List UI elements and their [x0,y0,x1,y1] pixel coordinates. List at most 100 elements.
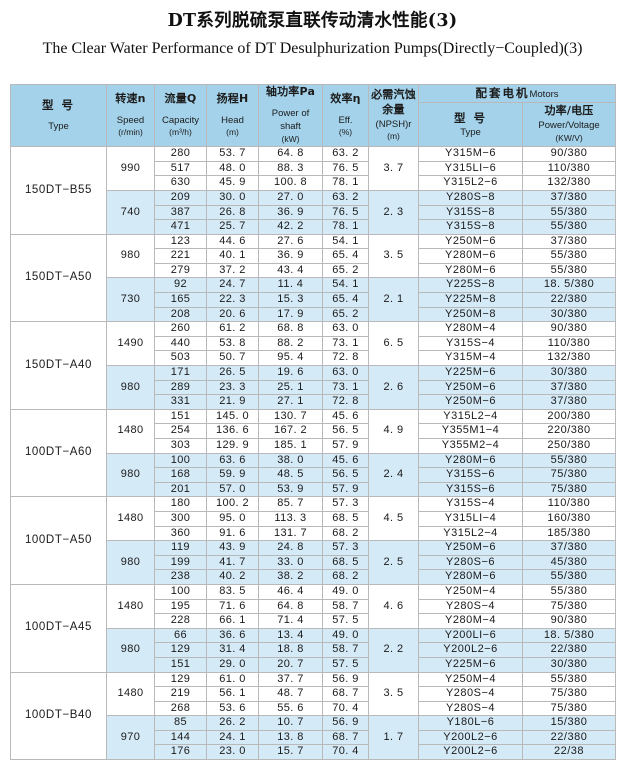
spacer [259,100,322,107]
motor-type-cell: Y315S−8 [418,219,523,235]
head-cell: 61. 0 [206,671,259,688]
performance-table: 型 号 Type 转速n Speed (r/min) 流量Q Capacity [10,83,617,761]
speed-cell: 970 [106,715,155,761]
head-cell: 63. 6 [206,452,259,469]
efficiency-cell: 57. 3 [322,540,369,556]
head-cell: 25. 7 [206,219,259,235]
head-cell: 53. 6 [206,700,259,717]
motor-type-cell: Y225M−6 [418,365,523,381]
motor-power-voltage-cell: 30/380 [521,656,617,673]
motor-power-voltage-cell: 37/380 [521,540,617,556]
capacity-cell: 195 [154,598,207,615]
capacity-cell: 471 [154,219,207,235]
efficiency-cell: 57. 5 [322,613,369,629]
head-cell: 145. 0 [206,408,259,425]
efficiency-cell: 68. 2 [322,525,369,542]
head-cell: 53. 7 [206,146,259,162]
capacity-cell: 331 [154,394,207,410]
speed-cell: 1480 [106,583,155,629]
spacer [107,107,154,114]
efficiency-cell: 58. 7 [322,642,369,658]
table-row: 150DT−B55 990 280 53. 7 64. 8 63. 2 3. 7 Y315M−… [10,146,617,235]
efficiency-cell: 63. 2 [322,189,369,206]
capacity-cell: 209 [154,189,207,206]
speed-cell: 980 [106,627,155,673]
capacity-cell: 254 [154,423,207,440]
efficiency-cell: 65. 4 [322,292,369,308]
table-row: 199 41. 7 33. 0 68. 5 Y280S−6 45/380 [11,554,617,571]
capacity-cell: 630 [154,175,207,191]
power-cell: 37. 7 [258,671,323,688]
table-row: 387 26. 8 36. 9 76. 5 Y315S−8 55/380 [11,204,617,221]
capacity-cell: 208 [154,306,207,323]
motor-type-cell: Y280M−6 [418,452,523,469]
power-cell: 64. 8 [258,598,323,615]
header-motor-pv-cn: 功率/电压 [544,104,594,118]
table-row: 331 21. 9 27. 1 72. 8 Y250M−6 37/380 [11,394,617,410]
motor-power-voltage-cell: 75/380 [521,700,617,717]
power-cell: 71. 4 [258,613,323,629]
table-row: 150DT−A40 1490 260 61. 2 68. 8 63. 0 6. 5 Y280M… [10,321,617,410]
motor-type-cell: Y225S−8 [418,277,523,294]
header-npsh-en: (NPSH)r [375,118,412,130]
motor-type-cell: Y250M−6 [418,540,523,556]
motor-power-voltage-cell: 110/380 [521,335,617,352]
table-row: 150DT−A50 980 123 44. 6 27. 6 54. 1 3. 5 Y250M−… [10,233,617,323]
table-row: 980 171 26. 5 19. 6 63. 0 2. 6 Y225M−6 30/380 [11,365,617,410]
power-cell: 18. 8 [258,642,323,658]
efficiency-cell: 72. 8 [322,394,369,410]
header-npsh-unit: (m) [387,131,400,142]
motor-power-voltage-cell: 55/380 [521,452,617,469]
power-cell: 25. 1 [258,379,323,396]
power-cell: 17. 9 [258,306,323,323]
motor-type-cell: Y200L2−6 [418,729,523,746]
motor-type-cell: Y315S−4 [418,496,523,512]
power-cell: 46. 4 [258,583,323,600]
header-row-bottom: 型 号 Type 功率/电压 Power/Voltage (KW/V) [11,101,617,148]
motor-power-voltage-cell: 55/380 [521,204,617,221]
pump-type-cell: 150DT−A40 [10,321,107,410]
efficiency-cell: 63. 2 [322,146,369,162]
table-row: 279 37. 2 43. 4 65. 2 Y280M−6 55/380 [11,262,617,279]
npsh-cell: 4. 6 [368,583,419,629]
capacity-cell: 228 [154,613,207,629]
table-row: 440 53. 8 88. 2 73. 1 Y315S−4 110/380 [11,335,617,352]
table-row: 100DT−A60 1480 151 145. 0 130. 7 45. 6 4. 9 Y31… [10,408,617,498]
header-npsh-cn-line2: 余量 [382,102,405,116]
table-row: 730 92 24. 7 11. 4 54. 1 2. 1 Y225S−8 18. 5/380 [11,277,617,323]
motor-type-cell: Y250M−6 [418,394,523,410]
motor-type-cell: Y250M−4 [418,671,523,688]
head-cell: 24. 1 [206,729,259,746]
header-capacity-unit: (m³/h) [169,127,192,138]
head-cell: 26. 8 [206,204,259,221]
motor-type-cell: Y280S−4 [418,598,523,615]
motor-type-cell: Y280S−8 [418,189,523,206]
header-power-cn: 轴功率Pa [265,84,316,98]
power-cell: 38. 2 [258,569,323,585]
motor-type-cell: Y200L2−6 [418,744,523,761]
speed-cell: 1480 [106,496,155,542]
motor-type-cell: Y250M−6 [418,379,523,396]
capacity-cell: 517 [154,160,207,177]
head-cell: 91. 6 [206,525,259,542]
speed-cell: 980 [106,365,155,410]
header-efficiency-unit: (%) [338,127,353,138]
efficiency-cell: 56. 9 [322,715,369,731]
speed-cell: 980 [106,233,155,279]
motor-type-cell: Y315LI−4 [418,510,523,527]
motor-type-cell: Y280S−4 [418,686,523,702]
efficiency-cell: 49. 0 [322,583,369,600]
spacer [207,107,258,114]
capacity-cell: 165 [154,292,207,308]
capacity-cell: 238 [154,569,207,585]
power-cell: 85. 7 [258,496,323,512]
npsh-cell: 3. 7 [368,146,419,191]
header-speed-en: Speed [116,114,145,126]
motor-type-cell: Y315M−4 [418,350,523,367]
table-row: 100DT−A45 1480 100 83. 5 46. 4 49. 0 4. 6 Y250M… [10,583,617,673]
header-capacity-cn: 流量Q [164,91,197,105]
table-body: 150DT−B55 990 280 53. 7 64. 8 63. 2 3. 7 Y315M−… [10,146,617,761]
table-row: 630 45. 9 100. 8 78. 1 Y315L2−6 132/380 [11,175,617,191]
motor-type-cell: Y280S−6 [418,554,523,571]
